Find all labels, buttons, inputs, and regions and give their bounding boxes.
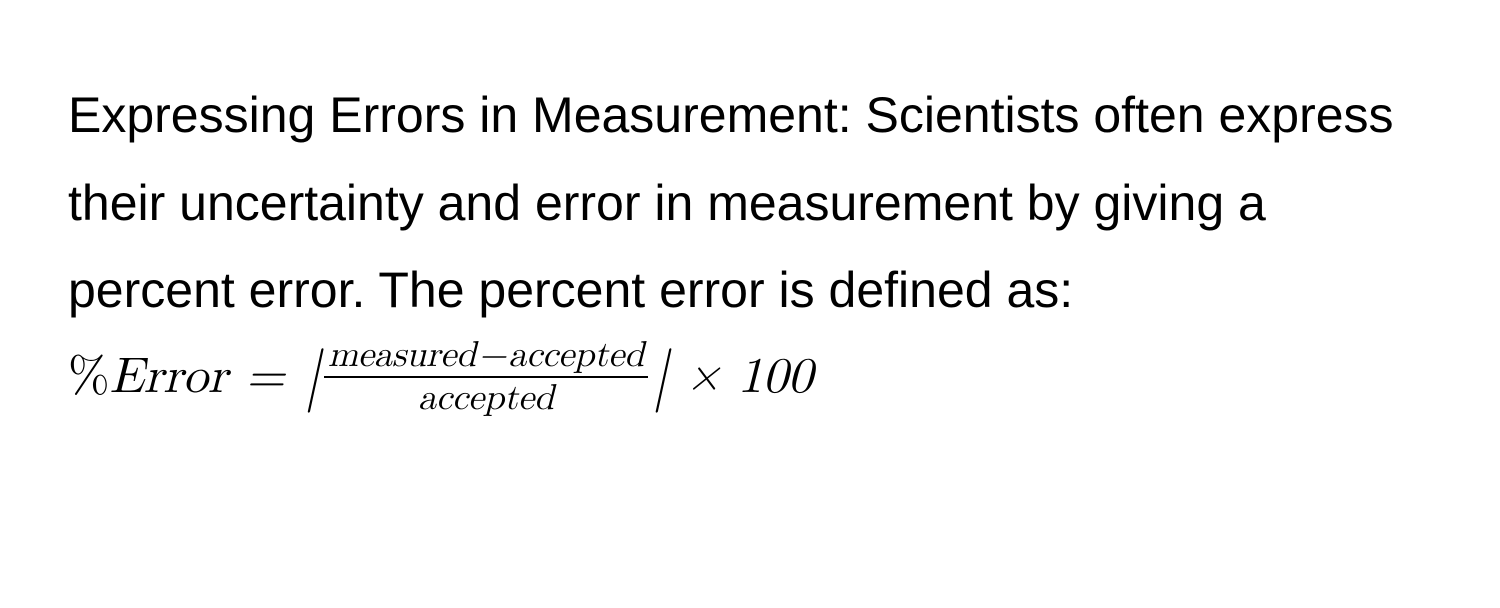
lhs-error-word: Error [110, 347, 228, 407]
fraction-numerator: measured−accepted [324, 335, 648, 378]
body-paragraph: Expressing Errors in Measurement: Scient… [68, 72, 1432, 335]
numerator-measured: measured [328, 337, 476, 373]
minus-sign: − [476, 337, 508, 373]
fraction: measured−accepted accepted [324, 335, 648, 420]
percent-error-formula: % Error = | measured−accepted accepted |… [68, 335, 1432, 420]
equals-sign: = [246, 347, 285, 407]
document-page: Expressing Errors in Measurement: Scient… [0, 0, 1500, 459]
numerator-accepted: accepted [508, 337, 644, 373]
abs-bar-right: | [650, 345, 670, 409]
percent-sign: % [68, 347, 110, 407]
fraction-denominator: accepted [414, 378, 558, 419]
times-sign: × [686, 349, 722, 404]
constant-100: 100 [738, 347, 813, 407]
abs-bar-left: | [302, 345, 322, 409]
